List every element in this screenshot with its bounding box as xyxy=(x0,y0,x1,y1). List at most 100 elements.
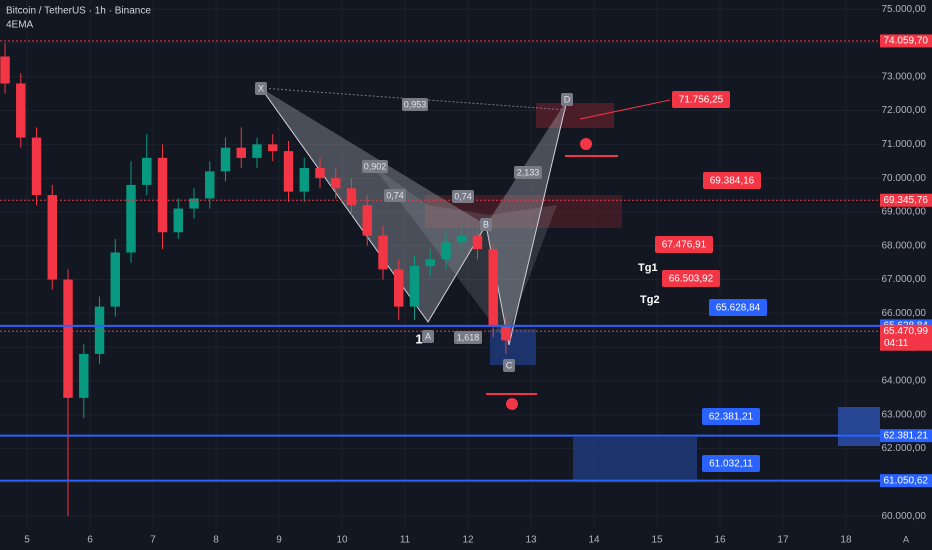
candle-body xyxy=(31,137,42,196)
wave-label: 1 xyxy=(415,331,422,346)
candle-body xyxy=(110,252,120,307)
x-tick-label: 17 xyxy=(777,535,789,546)
callout-label: 61.032,11 xyxy=(709,459,753,470)
point-box xyxy=(255,82,267,95)
point-label: D xyxy=(564,94,571,104)
candle-body xyxy=(126,184,136,253)
x-tick-label: 5 xyxy=(24,535,30,546)
x-tick-label: 15 xyxy=(651,535,663,546)
price-level-label: 69.345,76 xyxy=(884,195,929,206)
candle-body xyxy=(173,208,183,233)
y-tick-label: 70.000,00 xyxy=(882,173,927,184)
price-level-label: 61.050,62 xyxy=(884,475,929,486)
y-tick-label: 63.000,00 xyxy=(882,409,927,420)
symbol-title: Bitcoin / TetherUS · 1h · Binance xyxy=(6,6,151,17)
callout-label: 69.384,16 xyxy=(710,176,755,187)
callout-box xyxy=(702,408,760,425)
candle-body xyxy=(299,168,309,192)
callouts: 71.756,25 69.384,16 67.476,91 66.503,92 … xyxy=(638,91,767,472)
ratio-box xyxy=(514,166,542,179)
candle-body xyxy=(142,157,152,185)
x-tick-label: 11 xyxy=(400,535,411,546)
price-level-tag xyxy=(880,474,932,488)
y-tick-label: 75.000,00 xyxy=(882,4,927,15)
price-level-label: 65.470,99 xyxy=(884,326,929,337)
candle-body xyxy=(346,188,357,206)
callout-box xyxy=(662,270,720,287)
point-box xyxy=(480,218,492,231)
ratio-box xyxy=(402,98,428,111)
stop-icon xyxy=(580,138,592,150)
plot-layer xyxy=(0,40,880,517)
candle-body xyxy=(63,279,73,398)
x-tick-label: 8 xyxy=(213,535,219,546)
y-tick-label: 72.000,00 xyxy=(882,105,927,116)
point-box xyxy=(561,93,573,106)
x-tick-label: 18 xyxy=(840,535,852,546)
price-level-label: 74.059,70 xyxy=(884,36,929,47)
callout-arrow xyxy=(579,99,671,120)
price-level-tag xyxy=(880,429,932,443)
candle-body xyxy=(472,235,483,250)
countdown-label: 04:11 xyxy=(884,338,909,349)
candle-body xyxy=(205,171,215,199)
point-label: C xyxy=(506,360,513,370)
x-tick-label: 6 xyxy=(87,535,93,546)
ratio-box xyxy=(362,160,388,173)
pattern-triangle xyxy=(372,165,557,340)
price-level-tag xyxy=(880,34,932,48)
candle-body xyxy=(501,326,511,341)
ratio-box xyxy=(384,189,406,202)
supply-zone xyxy=(536,103,614,128)
target-label: Tg2 xyxy=(640,294,660,306)
callout-box xyxy=(702,455,760,472)
candle-body xyxy=(157,157,168,233)
callout-label: 67.476,91 xyxy=(662,240,707,251)
ratio-label: 1,618 xyxy=(457,332,480,342)
candle-body xyxy=(283,151,294,192)
candle-body xyxy=(0,56,10,84)
candle-body xyxy=(268,144,278,152)
pattern-triangle xyxy=(486,100,567,345)
point-label: B xyxy=(483,219,489,229)
candle-body xyxy=(409,266,420,307)
ratio-label: 0,902 xyxy=(364,161,387,171)
point-box xyxy=(422,330,434,343)
callout-box xyxy=(672,91,730,108)
ratio-label: 2,133 xyxy=(517,167,540,177)
y-tick-label: 71.000,00 xyxy=(882,139,927,150)
candle-body xyxy=(79,353,89,398)
x-tick-label: 10 xyxy=(336,535,348,546)
callout-label: 62.381,21 xyxy=(709,412,754,423)
y-tick-label: 67.000,00 xyxy=(882,274,927,285)
pattern-labels: X A B C D 0,953 0,902 0,74 0,74 2,133 1,… xyxy=(255,82,573,372)
demand-zone xyxy=(838,407,880,446)
candle-body xyxy=(94,306,105,354)
callout-label: 65.628,84 xyxy=(716,303,761,314)
indicator-label: 4EMA xyxy=(6,20,34,31)
ratio-box xyxy=(452,190,474,203)
candle-body xyxy=(378,235,388,270)
price-level-tag xyxy=(880,324,932,351)
callout-label: 71.756,25 xyxy=(679,95,724,106)
candle-body xyxy=(16,83,26,138)
stop-icon xyxy=(506,398,518,410)
target-label: Tg1 xyxy=(638,262,658,274)
candle-body xyxy=(331,178,341,189)
y-tick-label: 60.000,00 xyxy=(882,511,927,522)
ratio-label: 0,953 xyxy=(404,99,427,109)
ratio-box xyxy=(454,331,482,344)
y-tick-label: 66.000,00 xyxy=(882,308,927,319)
candle-body xyxy=(189,198,199,209)
callout-label: 66.503,92 xyxy=(669,274,714,285)
ratio-label: 0,74 xyxy=(386,190,404,200)
demand-zone xyxy=(573,437,697,482)
candle-body xyxy=(315,168,325,179)
price-scale xyxy=(880,0,932,550)
candle-body xyxy=(220,147,231,172)
auto-scale-button[interactable]: A xyxy=(903,534,909,544)
y-tick-label: 69.000,00 xyxy=(882,207,927,218)
y-tick-label: 62.000,00 xyxy=(882,443,927,454)
